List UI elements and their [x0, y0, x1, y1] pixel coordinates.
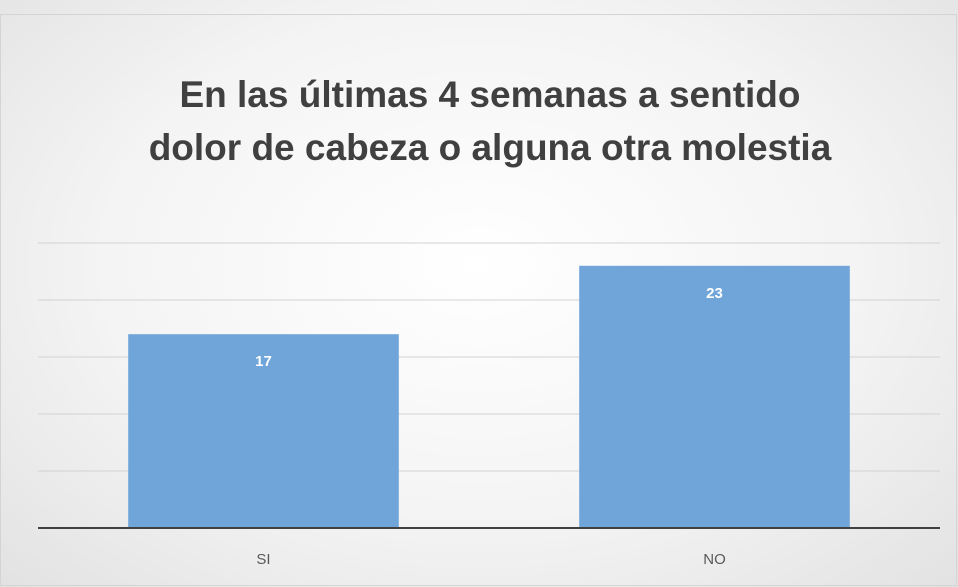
chart-frame [0, 14, 957, 586]
x-tick-label: NO [703, 551, 726, 568]
data-label: 17 [255, 353, 272, 370]
bar [128, 334, 399, 528]
x-tick-label: SI [256, 551, 270, 568]
chart-title: En las últimas 4 semanas a sentido dolor… [148, 74, 832, 168]
bar [579, 265, 850, 528]
data-label: 23 [706, 285, 723, 302]
